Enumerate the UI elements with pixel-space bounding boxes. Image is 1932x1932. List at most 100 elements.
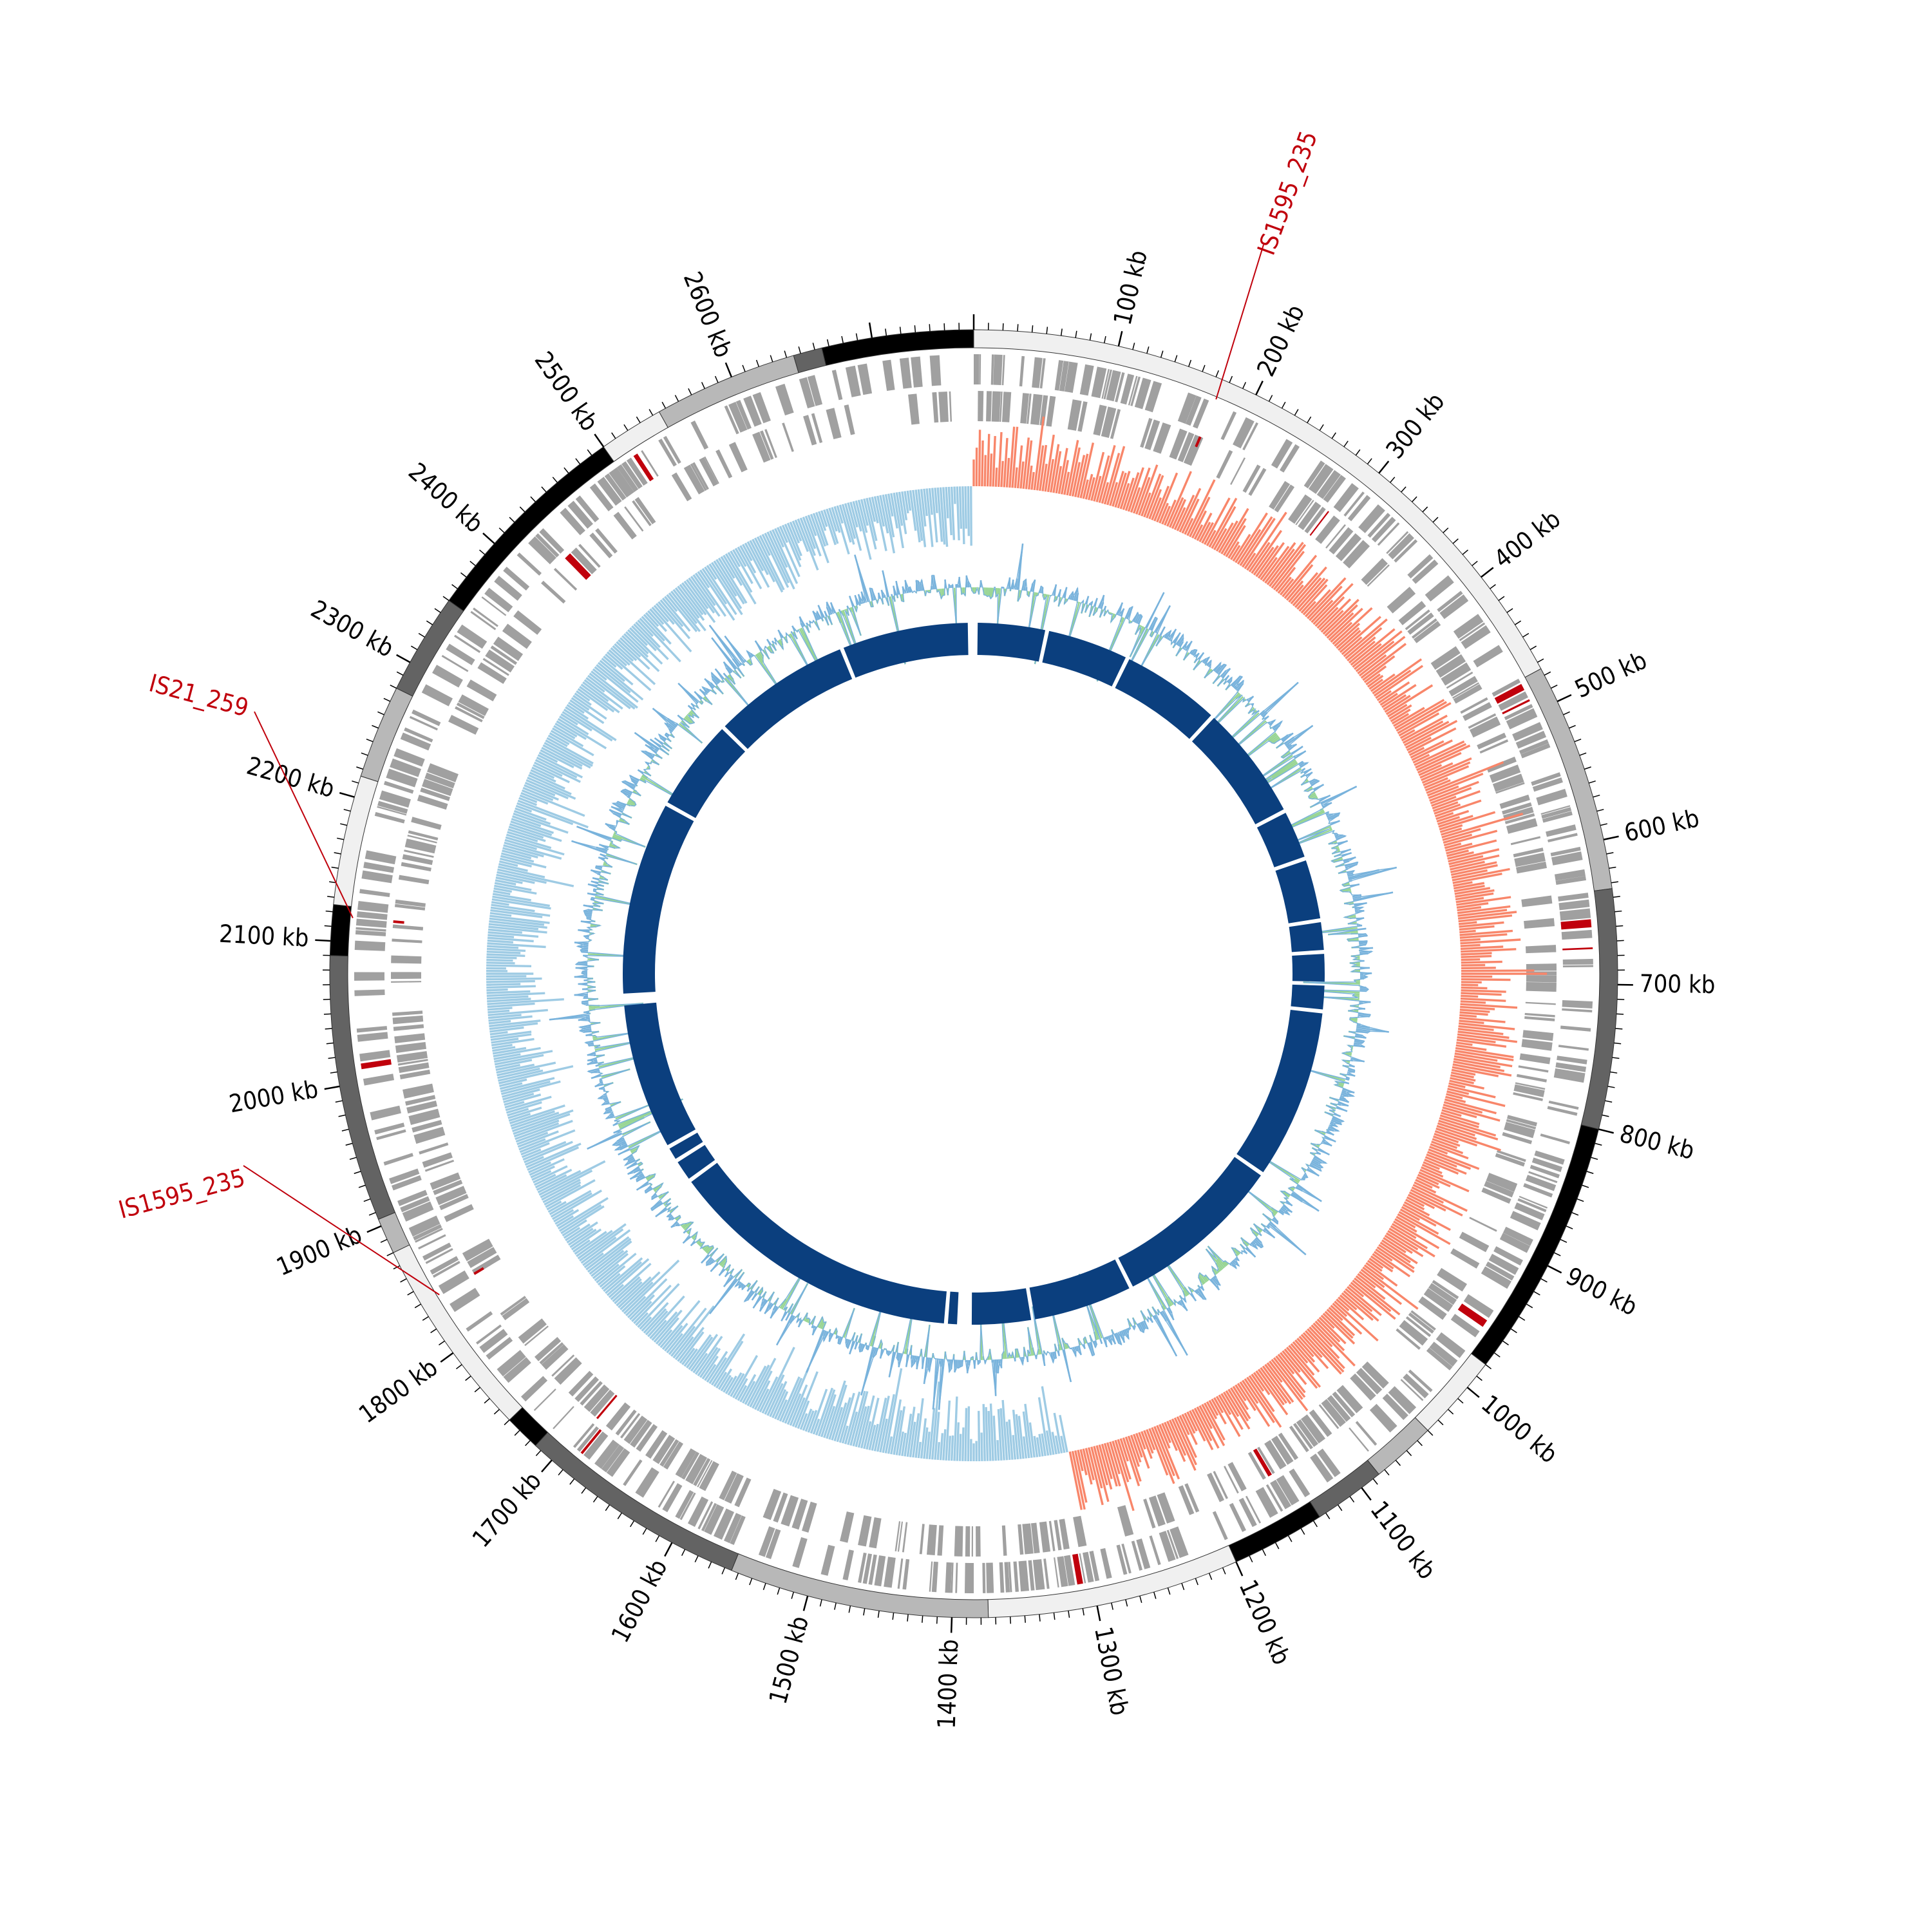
minor-tick <box>914 325 916 333</box>
gene-feature <box>376 1129 406 1141</box>
karyotype-band <box>329 904 352 956</box>
gene-feature <box>419 1142 449 1155</box>
gene-feature <box>1153 422 1171 454</box>
minor-tick <box>587 449 592 456</box>
minor-tick <box>681 1549 686 1556</box>
gene-feature <box>1059 1519 1070 1550</box>
gene-feature <box>1170 1526 1189 1558</box>
tick-label: 1500 kb <box>764 1613 814 1707</box>
gene-feature <box>1486 756 1517 773</box>
gene-feature <box>1265 1484 1283 1512</box>
tick-label: 1700 kb <box>467 1466 547 1553</box>
gene-feature <box>1046 395 1056 427</box>
minor-tick <box>1457 1397 1464 1404</box>
gene-feature <box>1327 1395 1351 1422</box>
gene-feature <box>641 450 659 477</box>
gc-content-outline <box>549 543 1397 1410</box>
minor-tick <box>1132 343 1135 350</box>
gene-feature <box>908 393 920 425</box>
gene-feature <box>589 532 613 558</box>
minor-tick <box>541 486 547 493</box>
minor-tick <box>465 1376 471 1381</box>
minor-tick <box>393 1265 401 1270</box>
gene-feature <box>623 1416 648 1444</box>
minor-tick <box>1249 1555 1253 1563</box>
gene-feature <box>1030 393 1043 426</box>
minor-tick <box>1609 866 1616 869</box>
tick-label: 1900 kb <box>272 1220 366 1282</box>
gene-feature <box>932 392 939 423</box>
minor-tick <box>380 1238 388 1243</box>
gene-feature <box>1276 1475 1300 1506</box>
gene-feature <box>1504 704 1533 721</box>
gene-feature <box>620 1413 641 1439</box>
gene-feature <box>528 536 556 565</box>
minor-tick <box>1443 527 1449 533</box>
tick-label: 600 kb <box>1622 804 1701 848</box>
gene-feature <box>1469 1217 1497 1232</box>
gene-feature <box>554 1357 582 1385</box>
gene-feature <box>1013 1561 1019 1592</box>
minor-tick <box>1039 1614 1041 1622</box>
gene-feature <box>624 506 644 532</box>
gene-feature <box>1407 554 1434 579</box>
gene-feature <box>404 849 434 858</box>
gene-feature <box>621 461 643 489</box>
gene-feature <box>412 1119 442 1133</box>
minor-tick <box>1229 375 1233 383</box>
gene-feature <box>432 665 463 688</box>
gene-feature <box>979 354 981 385</box>
gene-feature <box>1562 965 1593 968</box>
gene-feature <box>596 1394 618 1419</box>
gene-feature <box>1499 1233 1531 1253</box>
gene-feature <box>1479 739 1509 754</box>
gene-feature <box>1332 1391 1356 1417</box>
minor-tick <box>1337 1504 1343 1511</box>
minor-tick <box>564 467 569 474</box>
gene-feature <box>1321 1399 1346 1427</box>
minor-tick <box>1602 1114 1609 1117</box>
gene-feature <box>1144 381 1162 413</box>
gene-feature <box>1551 851 1583 866</box>
tick-label: 400 kb <box>1489 504 1566 573</box>
tick-label: 2000 kb <box>227 1075 320 1119</box>
minor-tick <box>1312 1520 1318 1528</box>
synteny-block <box>1115 659 1211 739</box>
minor-tick <box>863 1608 866 1616</box>
synteny-block <box>1029 1259 1130 1320</box>
gene-feature <box>1018 1524 1024 1555</box>
gene-feature <box>782 422 794 452</box>
gene-feature <box>1394 539 1418 563</box>
gene-feature <box>1054 360 1064 391</box>
gene-feature <box>1514 1202 1545 1220</box>
gene-feature <box>1072 1553 1083 1585</box>
minor-tick <box>762 1583 766 1591</box>
minor-tick <box>1490 583 1496 589</box>
major-tick <box>1598 1128 1615 1134</box>
is-marker <box>1195 436 1202 448</box>
gene-feature <box>719 1470 737 1501</box>
synteny-block <box>977 623 1046 662</box>
gene-feature <box>1562 947 1593 951</box>
minor-tick <box>1208 1573 1213 1580</box>
minor-tick <box>1395 1459 1401 1466</box>
gene-feature <box>1257 1446 1275 1474</box>
gene-feature <box>406 1101 438 1113</box>
minor-tick <box>1544 671 1551 676</box>
gene-feature <box>1517 1198 1547 1213</box>
gene-feature <box>615 1409 637 1436</box>
gene-feature <box>1386 531 1409 554</box>
gene-feature <box>1418 1296 1447 1320</box>
gc-content-track <box>549 543 1397 1410</box>
minor-tick <box>1215 370 1219 377</box>
gene-feature <box>857 363 873 395</box>
is-label: IS1595_235 <box>1252 128 1323 259</box>
major-tick <box>1378 460 1390 474</box>
gene-feature <box>919 1524 925 1555</box>
gene-feature <box>1513 1092 1543 1101</box>
minor-tick <box>1188 359 1192 367</box>
synteny-block <box>1289 922 1324 952</box>
minor-tick <box>777 1587 781 1595</box>
gene-feature <box>1032 1558 1045 1591</box>
gene-feature <box>1184 1483 1200 1513</box>
